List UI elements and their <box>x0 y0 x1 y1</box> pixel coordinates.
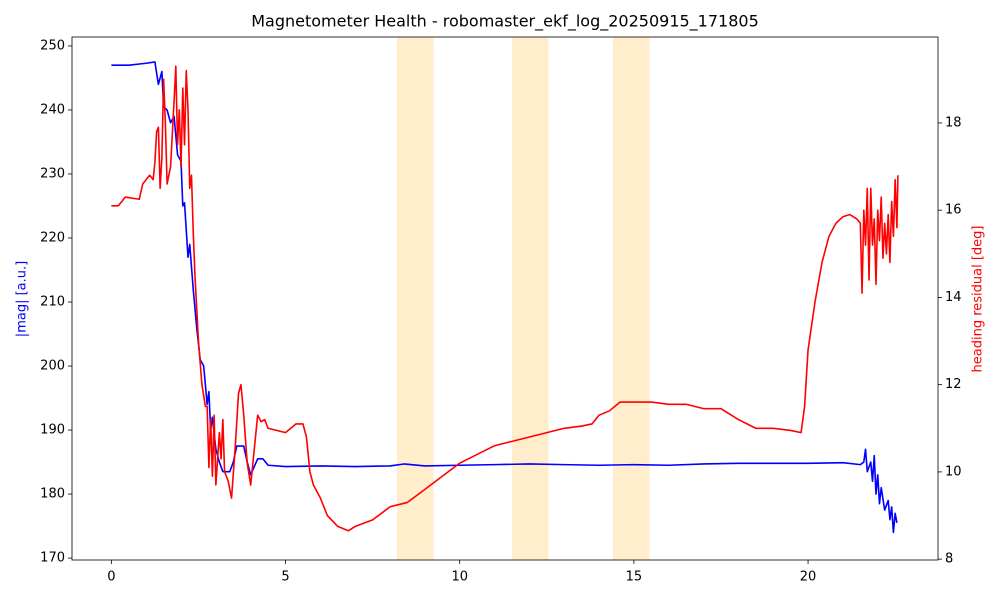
y2-axis-label: heading residual [deg] <box>971 226 986 373</box>
highlight-span <box>511 37 549 560</box>
x-tick-label: 0 <box>107 570 115 585</box>
chart-title: Magnetometer Health - robomaster_ekf_log… <box>251 12 759 32</box>
x-tick-label: 10 <box>451 570 468 585</box>
y-tick-label: 240 <box>40 102 65 117</box>
y2-tick-label: 12 <box>945 377 962 392</box>
y2-tick-label: 10 <box>945 464 962 479</box>
data-line <box>111 65 899 532</box>
y-axis-label: |mag| [a.u.] <box>15 261 30 337</box>
x-tick-label: 5 <box>281 570 289 585</box>
y-tick-label: 200 <box>40 359 65 374</box>
y2-tick-label: 8 <box>945 552 953 567</box>
y-tick-label: 190 <box>40 423 65 438</box>
highlight-span <box>397 37 434 560</box>
plot-frame <box>71 36 939 561</box>
x-tick-label: 15 <box>626 570 643 585</box>
highlight-span <box>612 37 650 560</box>
y-tick-label: 210 <box>40 295 65 310</box>
y-tick-label: 170 <box>40 551 65 566</box>
y-tick-label: 230 <box>40 166 65 181</box>
x-tick-label: 20 <box>800 570 817 585</box>
y2-tick-label: 18 <box>945 115 962 130</box>
y2-tick-label: 16 <box>945 203 962 218</box>
y-tick-label: 180 <box>40 487 65 502</box>
y-tick-label: 250 <box>40 38 65 53</box>
y-tick-label: 220 <box>40 231 65 246</box>
data-line <box>111 61 898 534</box>
y2-tick-label: 14 <box>945 290 962 305</box>
